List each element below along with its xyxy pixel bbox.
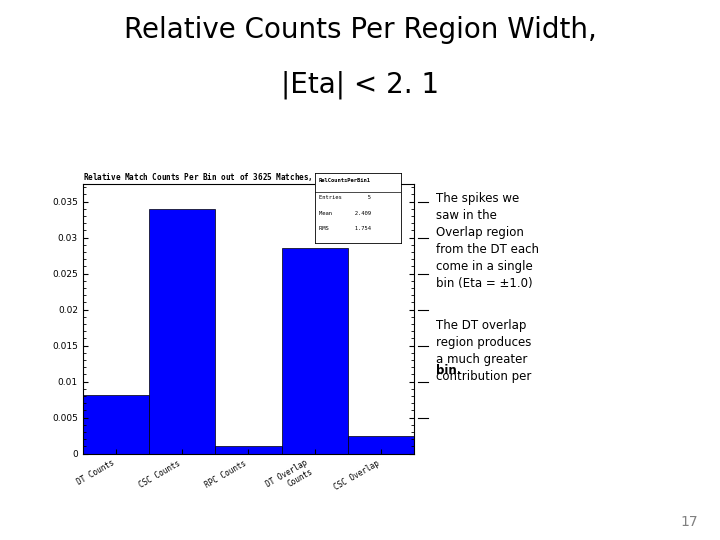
- Text: Entries        5: Entries 5: [319, 195, 371, 200]
- Bar: [215, 447, 282, 454]
- Text: Relative Counts Per Region Width,: Relative Counts Per Region Width,: [124, 16, 596, 44]
- Text: The spikes we
saw in the
Overlap region
from the DT each
come in a single
bin (E: The spikes we saw in the Overlap region …: [436, 192, 539, 289]
- Text: RMS        1.754: RMS 1.754: [319, 226, 371, 231]
- Text: The DT overlap
region produces
a much greater
contribution per: The DT overlap region produces a much gr…: [436, 319, 531, 383]
- Bar: [282, 248, 348, 454]
- Bar: [83, 395, 149, 454]
- Text: bin.: bin.: [436, 364, 461, 377]
- Text: Relative Match Counts Per Bin out of 3625 Matches, η$_{GMT}$<2.1: Relative Match Counts Per Bin out of 362…: [83, 171, 354, 184]
- Bar: [149, 209, 215, 454]
- Text: Mean       2.409: Mean 2.409: [319, 211, 371, 215]
- Text: 17: 17: [681, 515, 698, 529]
- Bar: [348, 436, 414, 454]
- Text: RelCountsPerBin1: RelCountsPerBin1: [319, 178, 371, 184]
- Text: |Eta| < 2. 1: |Eta| < 2. 1: [281, 70, 439, 99]
